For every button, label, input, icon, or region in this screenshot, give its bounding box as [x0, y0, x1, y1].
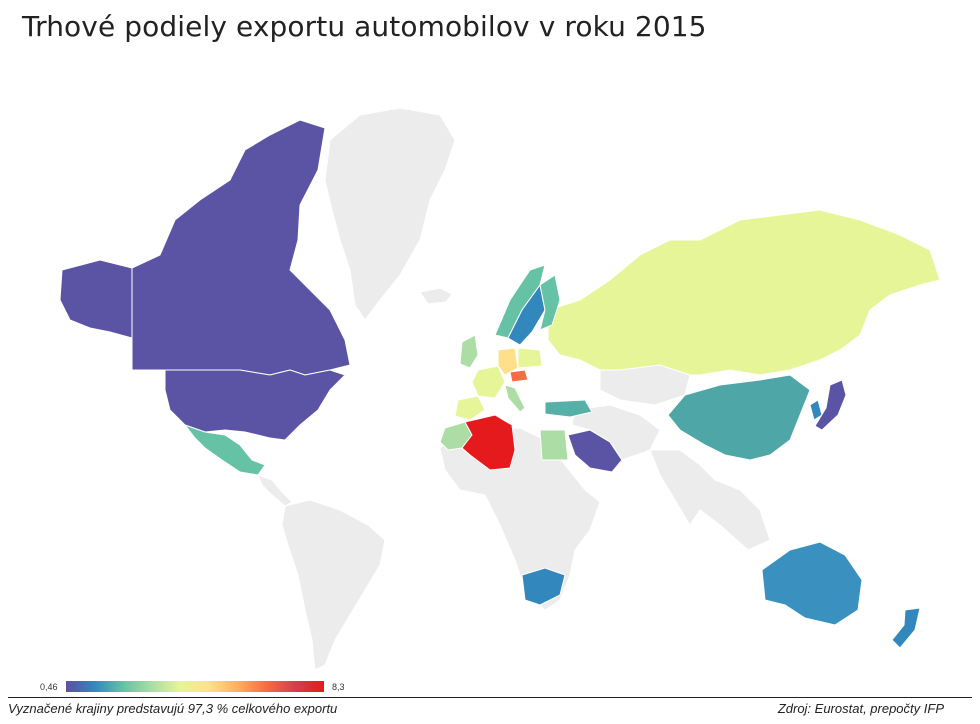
region-italy[interactable] — [504, 384, 526, 413]
legend-color-scale — [66, 681, 324, 692]
region-japan[interactable] — [814, 379, 847, 431]
region-russia[interactable] — [547, 209, 941, 376]
region-south-america[interactable] — [281, 499, 386, 671]
region-greenland[interactable] — [324, 107, 456, 321]
region-spain[interactable] — [454, 395, 486, 421]
region-algeria[interactable] — [461, 414, 516, 471]
region-south-africa[interactable] — [521, 567, 566, 606]
region-india-se-asia[interactable] — [649, 449, 771, 551]
region-czechia[interactable] — [509, 369, 529, 383]
page-title: Trhové podiely exportu automobilov v rok… — [22, 10, 707, 43]
region-turkey[interactable] — [544, 399, 593, 418]
region-france[interactable] — [471, 365, 506, 399]
region-poland[interactable] — [517, 347, 543, 369]
region-middle-east[interactable] — [571, 404, 661, 461]
region-egypt[interactable] — [539, 429, 569, 461]
region-finland[interactable] — [539, 274, 561, 331]
region-uk[interactable] — [459, 334, 479, 369]
legend-max-label: 8,3 — [332, 682, 345, 692]
legend-min-label: 0,46 — [40, 682, 58, 692]
world-map — [0, 70, 980, 680]
region-mexico[interactable] — [183, 423, 266, 476]
region-new-zealand[interactable] — [891, 607, 921, 649]
footer-source: Zdroj: Eurostat, prepočty IFP — [777, 701, 944, 716]
region-iceland[interactable] — [419, 287, 453, 305]
region-china[interactable] — [667, 374, 811, 461]
footer-note: Vyznačené krajiny predstavujú 97,3 % cel… — [8, 701, 338, 716]
region-alaska[interactable] — [59, 259, 133, 339]
region-central-america[interactable] — [257, 474, 293, 507]
footer-divider — [8, 697, 972, 698]
region-canada[interactable] — [131, 119, 351, 376]
region-australia[interactable] — [761, 541, 863, 626]
